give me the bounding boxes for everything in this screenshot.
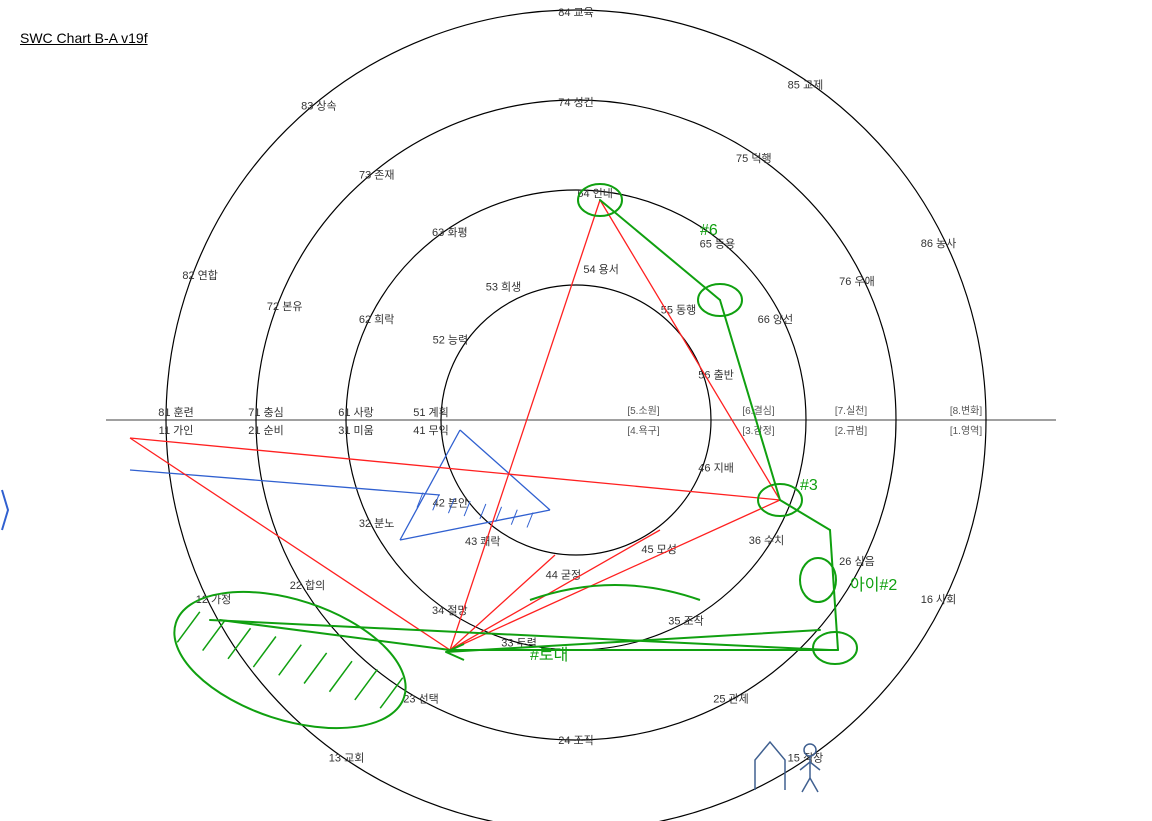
- node-label-73: 73 존재: [359, 169, 395, 182]
- red-connection: [130, 438, 780, 500]
- left-margin-mark: [2, 490, 8, 530]
- node-label-61: 61 사랑: [338, 406, 374, 419]
- node-label-44: 44 굳정: [546, 568, 582, 581]
- axis-label: [7.실천]: [835, 405, 868, 417]
- node-label-83: 83 상속: [301, 100, 337, 113]
- node-label-54: 54 용서: [583, 263, 619, 276]
- node-label-22: 22 합의: [290, 579, 326, 592]
- node-label-82: 82 연합: [182, 269, 218, 282]
- node-label-85: 85 교제: [788, 78, 824, 91]
- node-label-63: 63 화평: [432, 226, 468, 239]
- node-label-81: 81 훈련: [158, 406, 194, 419]
- node-label-41: 41 무익: [413, 424, 449, 437]
- green-circle-mark: [800, 558, 836, 602]
- green-connection: [220, 620, 450, 650]
- axis-label: [4.욕구]: [627, 425, 660, 437]
- node-label-74: 74 성건: [558, 96, 594, 109]
- house-icon: [755, 742, 785, 790]
- green-annotation: #6: [700, 222, 718, 239]
- blue-connection: [400, 430, 460, 540]
- blue-connection: [130, 470, 440, 495]
- node-label-43: 43 쾌락: [465, 535, 501, 548]
- node-label-65: 65 등용: [700, 237, 736, 250]
- green-hatch: [355, 666, 378, 704]
- green-annotation: #로대: [530, 646, 568, 664]
- node-label-11: 11 가인: [159, 424, 194, 437]
- green-hatch: [253, 633, 276, 671]
- axis-label: [5.소원]: [627, 405, 660, 417]
- node-label-62: 62 희락: [359, 313, 395, 326]
- axis-label: [6.결심]: [742, 405, 775, 417]
- node-label-76: 76 우애: [839, 275, 875, 288]
- node-label-86: 86 농사: [921, 237, 957, 250]
- green-curve: [530, 585, 700, 600]
- node-label-24: 24 조직: [558, 734, 594, 747]
- green-hatch: [279, 641, 302, 679]
- red-connection: [450, 500, 780, 650]
- green-hatch: [203, 616, 226, 654]
- blue-connection: [460, 430, 550, 510]
- red-connection: [600, 200, 780, 500]
- green-hatch: [329, 658, 352, 696]
- green-annotation: #3: [800, 477, 818, 494]
- green-hatch: [228, 625, 251, 663]
- axis-label: [1.영역]: [950, 425, 983, 437]
- radial-chart: 81 훈련82 연합83 상속84 교육85 교제86 농사11 가인12 가정…: [0, 0, 1152, 821]
- blue-hatch: [480, 504, 486, 519]
- node-label-72: 72 본유: [267, 300, 303, 313]
- node-label-66: 66 양선: [758, 313, 794, 326]
- node-label-35: 35 조작: [668, 615, 704, 628]
- node-label-75: 75 덕행: [736, 152, 772, 165]
- node-label-56: 56 출반: [698, 368, 734, 381]
- axis-label: [2.규범]: [835, 425, 868, 437]
- node-label-51: 51 계획: [413, 406, 449, 419]
- node-label-21: 21 순비: [248, 424, 284, 437]
- green-hatch: [304, 649, 327, 687]
- node-label-16: 16 사회: [921, 593, 957, 606]
- node-label-23: 23 선택: [403, 692, 439, 705]
- node-label-53: 53 희생: [486, 280, 522, 293]
- node-label-36: 36 수치: [749, 534, 785, 547]
- green-annotation: 아이#2: [850, 576, 897, 594]
- node-label-71: 71 충심: [248, 406, 284, 419]
- axis-label: [8.변화]: [950, 405, 983, 417]
- node-label-84: 84 교육: [558, 6, 594, 19]
- node-label-52: 52 능력: [433, 334, 469, 347]
- node-label-32: 32 분노: [359, 518, 395, 530]
- node-label-25: 25 관제: [713, 692, 749, 705]
- node-label-26: 26 심음: [839, 555, 875, 568]
- node-label-46: 46 지배: [698, 462, 734, 475]
- node-label-31: 31 미움: [338, 424, 374, 437]
- node-label-13: 13 교회: [329, 752, 365, 765]
- green-circle-mark: [813, 632, 857, 664]
